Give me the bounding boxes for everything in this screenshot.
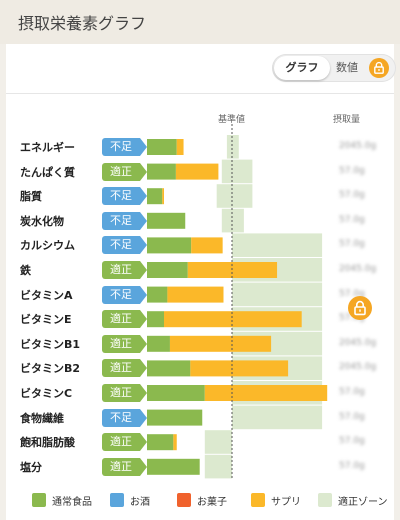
- bar-segment: [175, 163, 219, 180]
- nutrient-name: カルシウム: [20, 239, 75, 253]
- nutrient-name: たんぱく質: [20, 165, 75, 179]
- intake-amount: 57.0g: [339, 190, 365, 201]
- bar-segment: [169, 335, 272, 352]
- intake-amount: 57.0g: [339, 313, 365, 324]
- proper-zone: [221, 208, 244, 233]
- legend-swatch: [251, 493, 265, 507]
- nutrient-name: ビタミンE: [20, 313, 72, 327]
- nutrient-name: 飽和脂肪酸: [20, 436, 75, 450]
- intake-amount: 2045.0g: [339, 362, 377, 373]
- nutrient-name: 炭水化物: [20, 214, 64, 228]
- proper-zone: [226, 135, 239, 159]
- intake-amount: 57.0g: [339, 214, 365, 225]
- status-badge: 適正: [102, 457, 147, 476]
- legend-label: お酒: [130, 497, 150, 508]
- bar-segment: [173, 434, 177, 451]
- divider: [6, 93, 394, 94]
- bar-segment: [147, 188, 163, 205]
- intake-amount: 57.0g: [339, 288, 365, 299]
- bar-segment: [147, 237, 192, 254]
- intake-amount: 57.0g: [339, 436, 365, 447]
- bar-segment: [147, 385, 205, 401]
- bar-segment: [147, 360, 191, 377]
- proper-zone: [232, 233, 323, 257]
- nutrient-name: 鉄: [20, 264, 31, 277]
- intake-amount: 2045.0g: [339, 264, 377, 274]
- nutrient-name: 食物繊維: [20, 411, 64, 425]
- graph-tab[interactable]: グラフ: [274, 56, 330, 80]
- proper-zone: [216, 184, 253, 208]
- nutrient-name: エネルギー: [20, 141, 75, 154]
- bar-segment: [191, 237, 223, 254]
- status-badge: 適正: [102, 261, 147, 279]
- page-header: 摂取栄養素グラフ: [0, 0, 400, 44]
- page-title: 摂取栄養素グラフ: [18, 14, 147, 33]
- legend-swatch: [110, 493, 124, 507]
- nutrient-chart: [147, 124, 328, 479]
- status-badge: 適正: [102, 359, 147, 378]
- lock-icon: [369, 58, 389, 78]
- legend-label: サプリ: [271, 497, 301, 508]
- legend-swatch: [177, 493, 191, 507]
- status-badge: 適正: [102, 334, 147, 353]
- intake-header: 摂取量: [333, 115, 361, 125]
- nutrient-name: 脂質: [20, 190, 42, 204]
- intake-amount: 57.0g: [339, 411, 365, 422]
- status-badge: 適正: [102, 310, 147, 329]
- bar-segment: [147, 212, 186, 229]
- status-badge: 不足: [102, 187, 147, 206]
- status-badge: 不足: [102, 236, 147, 255]
- reference-header: 基準値: [218, 115, 246, 125]
- proper-zone: [221, 159, 253, 184]
- intake-amount: 2045.0g: [339, 337, 377, 348]
- intake-amount: 57.0g: [339, 387, 365, 397]
- bar-segment: [167, 286, 224, 303]
- bar-segment: [187, 262, 278, 278]
- intake-amount: 57.0g: [339, 460, 365, 471]
- intake-amount: 2045.0g: [339, 141, 377, 151]
- legend-label: 適正ゾーン: [338, 497, 388, 508]
- bar-segment: [204, 385, 328, 401]
- nutrient-name: ビタミンC: [20, 387, 73, 400]
- intake-amount: 57.0g: [339, 165, 365, 176]
- value-tab[interactable]: 数値: [336, 61, 358, 74]
- premium-lock-icon[interactable]: [348, 296, 372, 320]
- status-badge: 適正: [102, 433, 147, 452]
- bar-segment: [164, 311, 302, 328]
- nutrient-name: ビタミンB2: [20, 362, 81, 376]
- bar-segment: [147, 163, 176, 180]
- status-badge: 不足: [102, 211, 147, 230]
- proper-zone: [232, 405, 323, 430]
- status-badge: 不足: [102, 138, 147, 156]
- nutrient-name: 塩分: [20, 460, 42, 474]
- status-badge: 不足: [102, 408, 147, 427]
- legend-swatch: [32, 493, 46, 507]
- proper-zone: [204, 454, 232, 479]
- status-badge: 不足: [102, 285, 147, 304]
- legend-label: 通常食品: [52, 497, 92, 508]
- status-badge: 適正: [102, 384, 147, 402]
- proper-zone: [204, 430, 232, 454]
- bar-segment: [190, 360, 289, 377]
- intake-amount: 57.0g: [339, 239, 365, 250]
- nutrient-name: ビタミンA: [20, 288, 73, 302]
- bar-segment: [176, 139, 184, 155]
- legend-swatch: [318, 493, 332, 507]
- status-badge: 適正: [102, 162, 147, 181]
- bar-segment: [147, 311, 164, 328]
- nutrient-chart-card: グラフ 数値 基準値 摂取量 エネルギー 不足 2045.0g たんぱく質 適正 57.0…: [6, 44, 396, 520]
- bar-segment: [147, 286, 168, 303]
- bar-segment: [147, 262, 188, 278]
- bar-segment: [147, 335, 170, 352]
- nutrient-name: ビタミンB1: [20, 337, 81, 351]
- proper-zone: [232, 282, 323, 307]
- bar-segment: [147, 434, 174, 451]
- view-toggle: グラフ 数値: [272, 54, 396, 82]
- bar-segment: [147, 409, 203, 426]
- bar-segment: [162, 188, 164, 205]
- bar-segment: [147, 458, 200, 475]
- legend-label: お菓子: [197, 497, 227, 508]
- bar-segment: [147, 139, 177, 155]
